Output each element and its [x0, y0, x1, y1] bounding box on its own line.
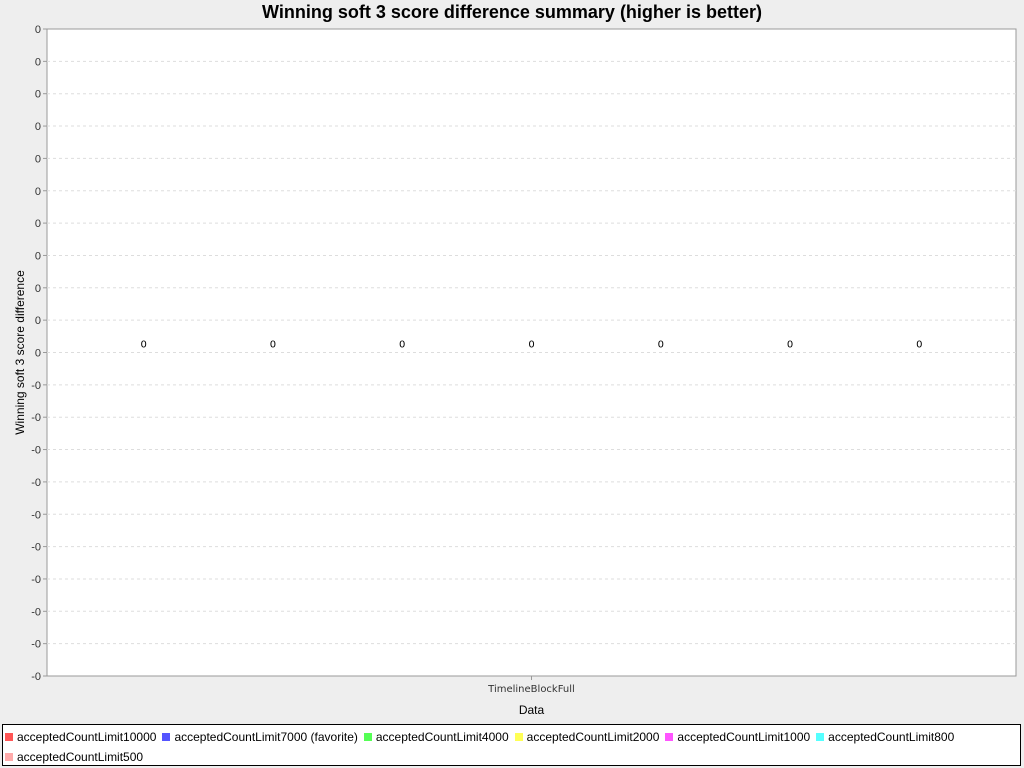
data-label: 0	[528, 340, 534, 351]
legend-label: acceptedCountLimit7000 (favorite)	[174, 730, 358, 744]
y-tick-label: 0	[35, 56, 41, 68]
y-tick-label: -0	[31, 639, 41, 651]
y-tick-label: 0	[35, 186, 41, 198]
y-tick-label: -0	[31, 477, 41, 489]
y-tick-label: -0	[31, 445, 41, 457]
data-label: 0	[658, 340, 664, 351]
y-tick-label: 0	[35, 89, 41, 101]
legend-item: acceptedCountLimit1000	[665, 727, 810, 747]
y-tick-label: 0	[35, 153, 41, 165]
legend-label: acceptedCountLimit10000	[17, 730, 157, 744]
chart-title: Winning soft 3 score difference summary …	[262, 2, 762, 22]
legend-swatch	[5, 733, 13, 741]
y-tick-label: -0	[31, 671, 41, 683]
legend-swatch	[5, 753, 13, 761]
legend-item: acceptedCountLimit7000 (favorite)	[162, 727, 358, 747]
y-tick-label: 0	[35, 24, 41, 36]
legend-label: acceptedCountLimit2000	[526, 730, 660, 744]
legend-swatch	[363, 733, 372, 741]
y-tick-label: 0	[35, 315, 41, 327]
data-label: 0	[140, 340, 146, 351]
legend-swatch	[514, 733, 523, 741]
legend-item: acceptedCountLimit500	[5, 747, 143, 767]
y-tick-label: 0	[35, 121, 41, 133]
legend-label: acceptedCountLimit500	[17, 750, 144, 764]
y-tick-label: 0	[35, 218, 41, 230]
legend-swatch	[665, 733, 674, 741]
legend-label: acceptedCountLimit1000	[677, 730, 811, 744]
data-label: 0	[787, 340, 793, 351]
legend-label: acceptedCountLimit4000	[375, 730, 509, 744]
legend-swatch	[816, 733, 825, 741]
legend-swatch	[162, 733, 171, 741]
y-tick-label: 0	[35, 348, 41, 360]
data-label: 0	[399, 340, 405, 351]
y-tick-label: -0	[31, 606, 41, 618]
y-tick-label: -0	[31, 542, 41, 554]
legend-item: acceptedCountLimit2000	[514, 727, 660, 747]
data-label: 0	[270, 340, 276, 351]
y-tick-label: 0	[35, 283, 41, 295]
y-tick-label: -0	[31, 574, 41, 586]
y-tick-label: -0	[31, 412, 41, 424]
chart-legend: acceptedCountLimit10000 acceptedCountLimi…	[2, 724, 1021, 766]
legend-label: acceptedCountLimit800	[828, 730, 955, 744]
y-tick-label: 0	[35, 250, 41, 262]
legend-item: acceptedCountLimit10000	[5, 727, 156, 747]
y-tick-label: -0	[31, 509, 41, 521]
legend-item: acceptedCountLimit800	[816, 727, 954, 747]
x-tick-label: TimelineBlockFull	[487, 684, 575, 695]
chart-canvas: 0 0 0 0 0 0 0 0 0 0 0 -0 -0 -0 -0 -0 -0 -0 -0 -0 -0 Winning s…	[13, 24, 1017, 717]
y-axis-label: Winning soft 3 score difference	[13, 270, 27, 435]
legend-item: acceptedCountLimit4000	[363, 727, 509, 747]
data-label: 0	[916, 340, 922, 351]
y-tick-label: -0	[31, 380, 41, 392]
x-axis-label: Data	[519, 703, 545, 717]
